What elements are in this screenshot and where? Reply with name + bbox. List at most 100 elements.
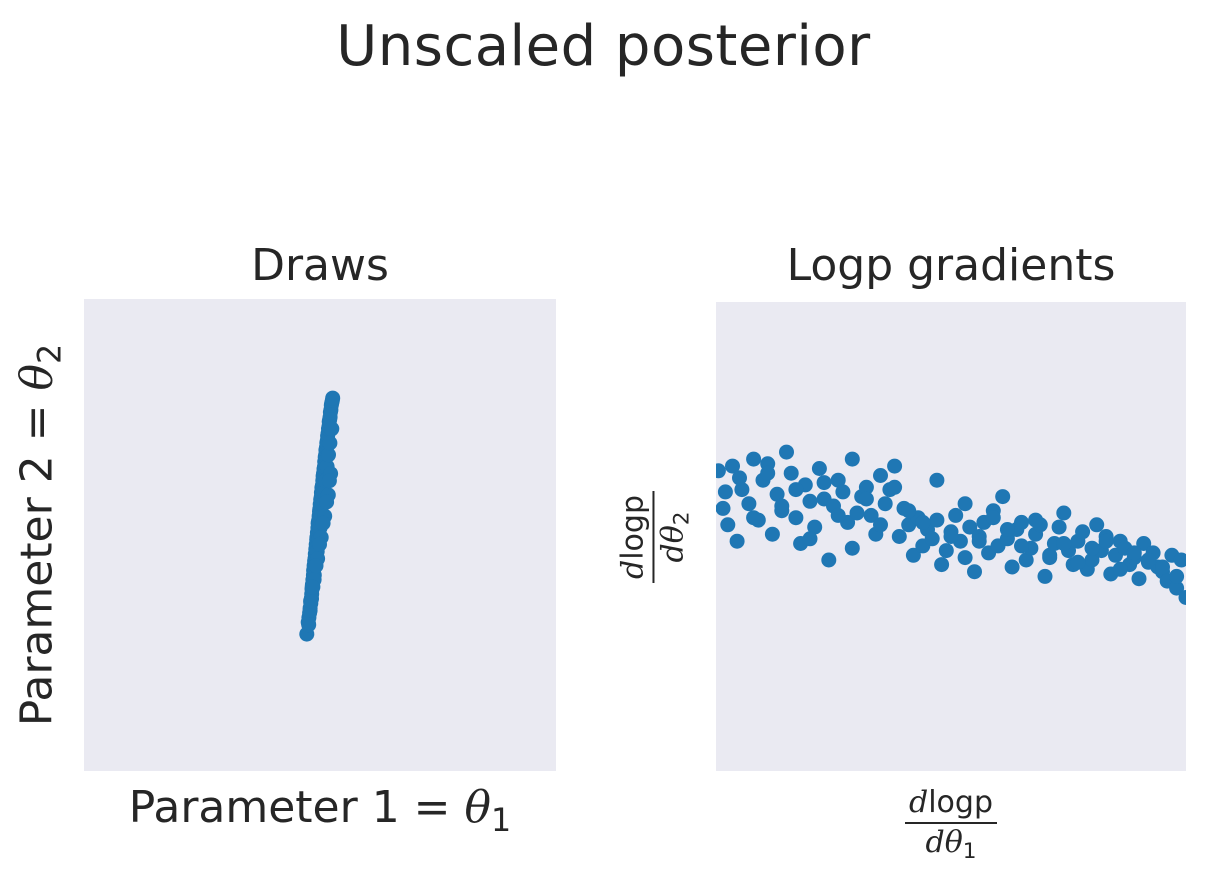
- gradient-point: [1089, 517, 1105, 533]
- gradient-point: [844, 540, 860, 556]
- gradient-point: [1169, 580, 1185, 596]
- gradients-x-label-fraction-bar: [905, 822, 997, 824]
- gradient-point: [720, 517, 736, 533]
- draws-point: [325, 390, 341, 406]
- gradients-x-label-denominator-subscript: 1: [962, 839, 977, 865]
- gradient-point: [807, 519, 823, 535]
- draws-x-label-subscript: 1: [491, 802, 512, 839]
- gradient-point: [1084, 540, 1100, 556]
- gradient-point: [948, 507, 964, 523]
- gradient-points: [716, 444, 1186, 605]
- gradient-point: [734, 482, 750, 498]
- gradient-point: [849, 505, 865, 521]
- gradient-point: [1169, 568, 1185, 584]
- gradient-point: [887, 479, 903, 495]
- gradient-point: [1155, 559, 1170, 575]
- gradient-point: [901, 503, 917, 519]
- gradient-point: [1084, 552, 1100, 568]
- gradient-point: [769, 486, 785, 502]
- gradient-point: [877, 496, 893, 512]
- gradient-point: [746, 510, 762, 526]
- gradient-point: [844, 451, 860, 467]
- gradient-point: [971, 533, 987, 549]
- gradients-x-label-denominator-symbol: θ: [944, 825, 963, 860]
- gradient-point: [760, 465, 776, 481]
- gradient-point: [746, 451, 762, 467]
- gradient-point: [1112, 561, 1128, 577]
- gradient-point: [835, 484, 851, 500]
- gradient-point: [995, 489, 1011, 505]
- draws-point: [308, 558, 324, 574]
- gradient-point: [905, 547, 921, 563]
- gradient-point: [1051, 519, 1067, 535]
- gradient-point: [858, 479, 874, 495]
- gradient-point: [1028, 512, 1044, 528]
- draws-y-label-symbol: θ: [11, 363, 63, 391]
- gradient-point: [802, 531, 818, 547]
- gradient-point: [929, 472, 945, 488]
- gradient-point: [967, 564, 982, 580]
- gradients-y-label-numerator-text: logp: [615, 495, 651, 560]
- figure-suptitle: Unscaled posterior: [336, 14, 871, 79]
- gradients-panel-title: Logp gradients: [786, 240, 1116, 291]
- gradient-point: [774, 498, 790, 514]
- gradient-point: [924, 531, 940, 547]
- draws-y-label-subscript: 2: [32, 343, 69, 364]
- gradients-y-label-numerator: dlogp: [615, 491, 651, 583]
- gradient-point: [929, 512, 945, 528]
- gradient-point: [764, 526, 780, 542]
- gradients-y-label-numerator-d: d: [615, 559, 651, 579]
- gradient-point: [873, 468, 888, 483]
- draws-point: [324, 421, 340, 437]
- draws-point: [300, 614, 316, 630]
- gradient-point: [943, 529, 959, 544]
- gradient-point: [725, 458, 740, 474]
- draws-point: [321, 447, 336, 463]
- gradient-point: [999, 522, 1015, 537]
- gradient-point: [811, 461, 827, 476]
- draws-point: [322, 435, 338, 451]
- gradient-point: [1126, 545, 1142, 561]
- draws-point: [303, 593, 319, 609]
- gradient-point: [1056, 505, 1072, 521]
- gradient-point: [1178, 590, 1186, 605]
- gradient-point: [821, 552, 837, 568]
- gradient-point: [863, 507, 879, 523]
- gradient-point: [741, 496, 757, 512]
- gradient-point: [830, 472, 846, 488]
- gradient-point: [1098, 533, 1114, 549]
- gradient-point: [938, 543, 954, 559]
- gradient-point: [1042, 550, 1058, 566]
- gradient-point: [783, 465, 799, 481]
- gradient-point: [934, 557, 950, 573]
- draws-y-axis-label: Parameter 2 = θ2: [12, 344, 77, 726]
- gradient-point: [717, 484, 733, 500]
- gradient-point: [716, 500, 731, 516]
- gradient-point: [1014, 514, 1029, 530]
- draws-x-label-prefix: Parameter 1 =: [128, 782, 465, 833]
- gradients-x-label-numerator-d: d: [909, 785, 929, 820]
- draws-point: [304, 579, 320, 595]
- draws-points: [299, 390, 341, 642]
- draws-x-axis-label: Parameter 1 = θ1: [84, 782, 556, 847]
- gradient-point: [1014, 538, 1029, 554]
- gradient-point: [802, 493, 818, 509]
- gradients-y-label-denominator-symbol: θ: [655, 525, 691, 544]
- gradient-point: [788, 482, 804, 498]
- gradients-y-label-fraction-bar: [652, 491, 655, 583]
- draws-x-label-symbol: θ: [464, 782, 492, 833]
- gradient-point: [1018, 552, 1034, 568]
- draws-point: [321, 473, 337, 489]
- gradient-point: [1131, 571, 1147, 587]
- gradient-point: [1037, 568, 1053, 584]
- gradients-y-label-denominator: dθ2: [655, 507, 699, 566]
- gradients-y-label-denominator-subscript: 2: [669, 511, 695, 526]
- gradient-point: [1056, 536, 1072, 551]
- gradient-point: [1004, 559, 1020, 575]
- gradient-point: [891, 529, 907, 544]
- gradients-x-label-numerator-text: logp: [928, 785, 993, 820]
- draws-y-label-prefix: Parameter 2 =: [11, 390, 63, 727]
- gradients-x-label-denominator: dθ1: [921, 826, 980, 869]
- gradient-point: [716, 463, 726, 479]
